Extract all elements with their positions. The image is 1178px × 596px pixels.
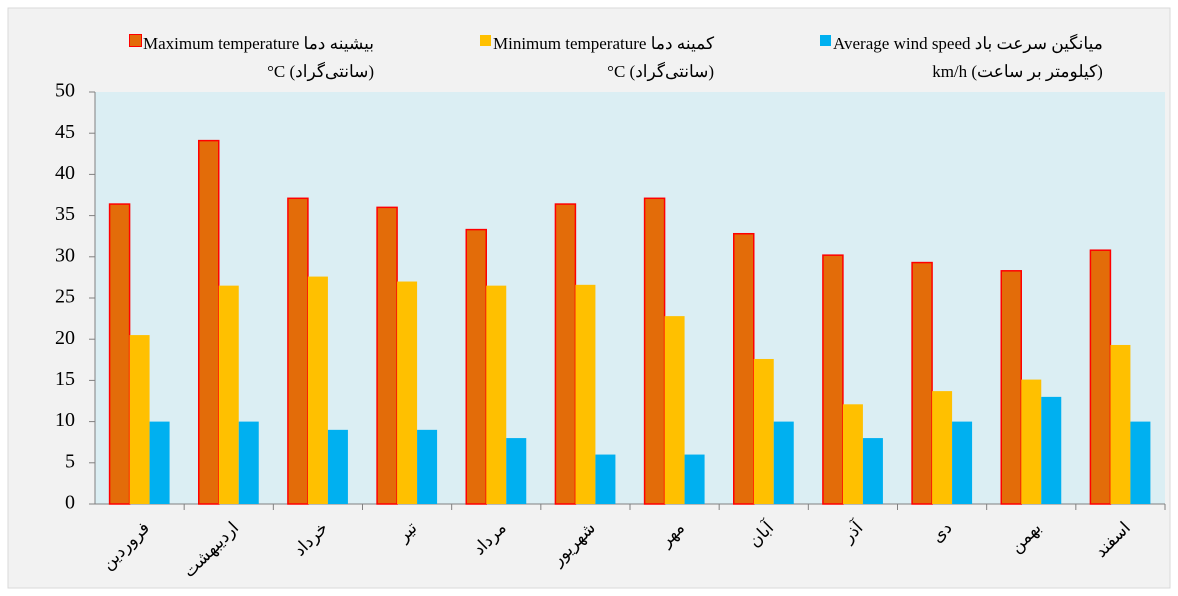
- bar: [327, 429, 348, 504]
- bar: [397, 281, 418, 504]
- legend-unit: (سانتی‌گراد) C°: [607, 62, 715, 81]
- bar: [753, 358, 774, 504]
- y-tick-label: 15: [55, 368, 75, 390]
- bar: [287, 197, 309, 505]
- legend-label: میانگین سرعت باد Average wind speed: [833, 34, 1103, 53]
- bar: [1041, 396, 1062, 504]
- bar: [465, 228, 487, 505]
- bar: [149, 421, 170, 504]
- bar: [307, 276, 328, 504]
- y-tick-label: 20: [55, 327, 75, 349]
- y-tick-label: 45: [55, 121, 75, 143]
- bar: [1130, 421, 1151, 504]
- bar: [198, 139, 220, 505]
- bar: [417, 429, 438, 504]
- legend-unit: (کیلومتر بر ساعت) km/h: [932, 62, 1103, 81]
- legend-text: میانگین سرعت باد Average wind speed (کیلو…: [833, 30, 1103, 86]
- legend-text: بیشینه دما Maximum temperature (سانتی‌گرا…: [143, 30, 374, 86]
- bar: [1110, 344, 1131, 504]
- y-tick-label: 0: [65, 492, 75, 514]
- legend-label: کمینه دما Minimum temperature: [493, 34, 715, 53]
- legend-text: کمینه دما Minimum temperature (سانتی‌گراد…: [493, 30, 714, 86]
- bar: [733, 232, 755, 505]
- legend-unit: (سانتی‌گراد) C°: [267, 62, 375, 81]
- bar: [129, 335, 150, 504]
- legend-item: میانگین سرعت باد Average wind speed (کیلو…: [820, 30, 1103, 86]
- bar: [595, 454, 616, 504]
- y-tick-label: 10: [55, 409, 75, 431]
- bar: [1021, 379, 1042, 504]
- plot-area: [95, 92, 1165, 504]
- y-tick-label: 50: [55, 80, 75, 102]
- y-tick-label: 25: [55, 286, 75, 308]
- bar: [952, 421, 973, 504]
- bar: [684, 454, 705, 504]
- y-tick-label: 40: [55, 162, 75, 184]
- bar: [643, 197, 666, 505]
- bar: [664, 316, 685, 504]
- bar: [822, 254, 844, 505]
- y-tick-label: 5: [65, 450, 75, 472]
- bar: [376, 206, 398, 505]
- legend-swatch: [480, 35, 491, 46]
- legend-item: بیشینه دما Maximum temperature (سانتی‌گرا…: [129, 30, 374, 86]
- y-tick-label: 35: [55, 203, 75, 225]
- bar: [932, 391, 953, 504]
- bar: [238, 421, 259, 504]
- bar: [554, 203, 577, 505]
- y-tick-label: 30: [55, 244, 75, 266]
- legend-swatch: [129, 34, 142, 47]
- bar: [486, 285, 507, 504]
- bar: [911, 261, 933, 505]
- bar: [1089, 249, 1112, 505]
- bar: [218, 285, 239, 504]
- bar: [862, 438, 883, 504]
- bar: [1000, 270, 1022, 505]
- legend-swatch: [820, 35, 831, 46]
- bar: [575, 284, 596, 504]
- bar: [842, 404, 863, 504]
- legend-label: بیشینه دما Maximum temperature: [143, 34, 375, 53]
- bar: [773, 421, 794, 504]
- bar: [506, 438, 527, 504]
- bar: [108, 203, 131, 505]
- legend-item: کمینه دما Minimum temperature (سانتی‌گراد…: [480, 30, 714, 86]
